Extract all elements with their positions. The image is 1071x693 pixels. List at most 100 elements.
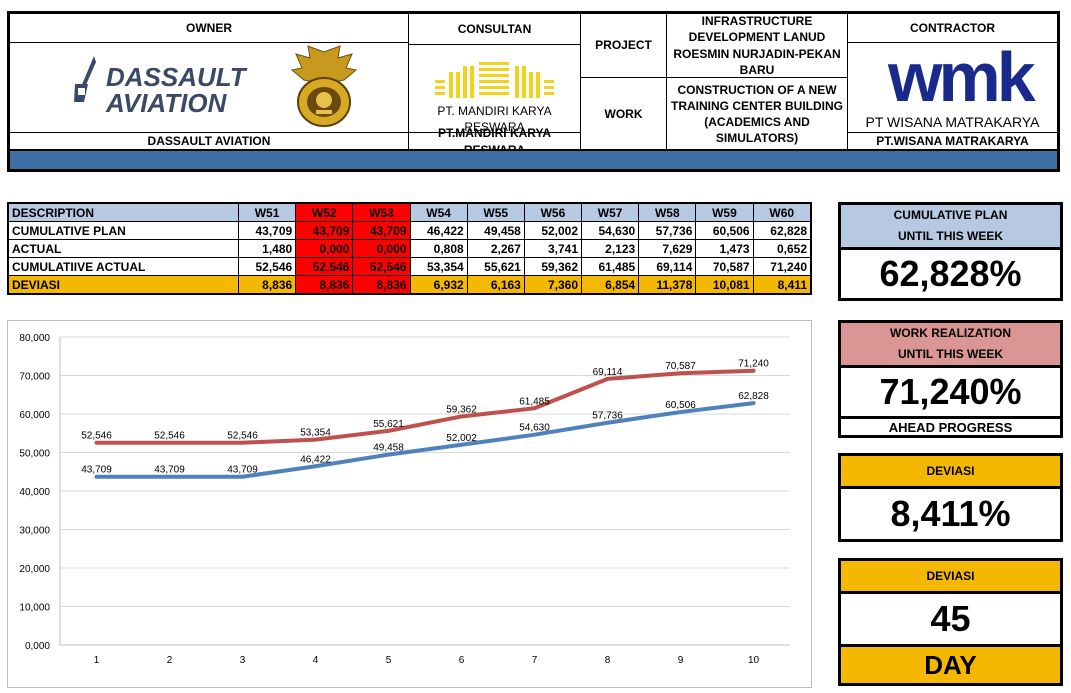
data-label: 69,114 xyxy=(593,367,623,378)
table-cell: 1,473 xyxy=(695,239,754,258)
owner-logo-line1: DASSAULT xyxy=(106,62,246,92)
owner-title: OWNER xyxy=(186,20,232,35)
consultant-name: PT.MANDIRI KARYA RESWARA xyxy=(437,126,552,156)
x-tick-label: 8 xyxy=(605,655,611,666)
deviasi-percent-panel: DEVIASI 8,411% xyxy=(838,453,1063,542)
contractor-logo-sub: PT WISANA MATRAKARYA xyxy=(865,113,1040,130)
data-label: 54,630 xyxy=(519,423,550,434)
work-realization-value: 71,240% xyxy=(841,368,1060,419)
project-header: OWNER DASSAULT AVIATION DASSAULT AVIATIO… xyxy=(7,11,1060,172)
divider xyxy=(666,14,667,150)
divider xyxy=(408,44,580,45)
divider xyxy=(408,132,580,133)
data-label: 55,621 xyxy=(373,419,404,430)
contractor-title: CONTRACTOR xyxy=(909,20,996,35)
x-tick-label: 2 xyxy=(167,655,173,666)
y-tick-label: 30,000 xyxy=(19,526,50,537)
table-cell: 59,362 xyxy=(523,257,583,276)
data-label: 52,546 xyxy=(227,431,258,442)
divider xyxy=(847,14,848,150)
data-label: 43,709 xyxy=(154,465,185,476)
column-header: W58 xyxy=(638,202,697,222)
series-point xyxy=(241,475,244,479)
x-tick-label: 9 xyxy=(678,655,684,666)
column-header: W51 xyxy=(237,202,297,222)
table-cell: 52,546 xyxy=(295,257,354,276)
y-tick-label: 20,000 xyxy=(19,564,50,575)
x-tick-label: 3 xyxy=(240,655,246,666)
series-point xyxy=(95,475,98,479)
table-cell: 43,709 xyxy=(352,221,411,240)
table-cell: 0,000 xyxy=(295,239,354,258)
table-cell: 7,629 xyxy=(638,239,697,258)
column-header: W59 xyxy=(695,202,754,222)
column-header: W55 xyxy=(466,202,525,222)
series-point xyxy=(606,377,609,381)
data-label: 52,546 xyxy=(154,431,185,442)
table-cell: 6,932 xyxy=(409,275,468,295)
cumulative-plan-label-2: UNTIL THIS WEEK xyxy=(897,229,1004,243)
table-cell: 43,709 xyxy=(237,221,297,240)
data-label: 46,422 xyxy=(300,454,331,465)
column-header: W56 xyxy=(523,202,583,222)
data-label: 43,709 xyxy=(81,465,112,476)
y-tick-label: 60,000 xyxy=(19,410,50,421)
table-cell: 10,081 xyxy=(695,275,754,295)
y-tick-label: 0,000 xyxy=(25,641,50,652)
column-header: W57 xyxy=(581,202,640,222)
series-point xyxy=(533,433,536,437)
cumulative-plan-value: 62,828% xyxy=(879,253,1022,294)
table-cell: 1,480 xyxy=(237,239,297,258)
deviasi-day-unit: DAY xyxy=(841,647,1060,683)
deviasi-day-label: DEVIASI xyxy=(841,561,1060,594)
y-tick-label: 80,000 xyxy=(19,333,50,344)
work-status: AHEAD PROGRESS xyxy=(888,420,1013,435)
data-label: 71,240 xyxy=(738,359,769,370)
table-cell: 71,240 xyxy=(752,257,812,276)
series-point xyxy=(679,371,682,375)
cumulative-plan-panel: CUMULATIVE PLAN UNTIL THIS WEEK 62,828% xyxy=(838,202,1063,301)
data-label: 70,587 xyxy=(665,361,696,372)
x-tick-label: 5 xyxy=(386,655,392,666)
table-cell: 7,360 xyxy=(523,275,583,295)
series-line xyxy=(94,368,756,445)
data-label: 52,002 xyxy=(446,433,477,444)
contractor-logo: wmk xyxy=(888,38,1036,116)
series-point xyxy=(752,401,755,405)
series-point xyxy=(314,464,317,468)
y-tick-label: 40,000 xyxy=(19,487,50,498)
contractor-name: PT.WISANA MATRAKARYA xyxy=(876,134,1029,149)
divider xyxy=(847,132,1057,133)
table-cell: 8,411 xyxy=(752,275,812,295)
column-header: W54 xyxy=(409,202,468,222)
y-tick-label: 70,000 xyxy=(19,372,50,383)
series-point xyxy=(168,475,171,479)
series-point xyxy=(606,421,609,425)
work-realization-label-1: WORK REALIZATION xyxy=(889,326,1012,340)
series-point xyxy=(533,406,536,410)
consultant-logo-icon xyxy=(433,58,558,102)
progress-chart: 0,000 10,000 20,000 30,000 40,000 50,000 60,00… xyxy=(7,320,812,688)
data-label: 43,709 xyxy=(227,465,258,476)
header-band xyxy=(10,149,1057,169)
table-cell: 57,736 xyxy=(638,221,697,240)
owner-name: DASSAULT AVIATION xyxy=(147,134,271,149)
table-cell: 61,485 xyxy=(581,257,640,276)
work-realization-header: WORK REALIZATION UNTIL THIS WEEK xyxy=(841,323,1060,368)
table-cell: 0,652 xyxy=(752,239,812,258)
series-point xyxy=(752,369,755,373)
table-cell: 43,709 xyxy=(295,221,354,240)
y-tick-label: 50,000 xyxy=(19,449,50,460)
row-label: CUMULATIIVE ACTUAL xyxy=(7,257,239,276)
table-cell: 69,114 xyxy=(638,257,697,276)
table-cell: 8,836 xyxy=(295,275,354,295)
series-point xyxy=(460,443,463,447)
x-tick-label: 4 xyxy=(313,655,319,666)
table-cell: 8,836 xyxy=(352,275,411,295)
divider xyxy=(10,42,408,43)
column-header: W52 xyxy=(295,202,354,222)
table-cell: 52,546 xyxy=(352,257,411,276)
table-cell: 11,378 xyxy=(638,275,697,295)
work-realization-panel: WORK REALIZATION UNTIL THIS WEEK 71,240%… xyxy=(838,320,1063,438)
table-header-row: DESCRIPTION W51 W52 W53 W54 W55 W56 W57 … xyxy=(7,202,812,222)
